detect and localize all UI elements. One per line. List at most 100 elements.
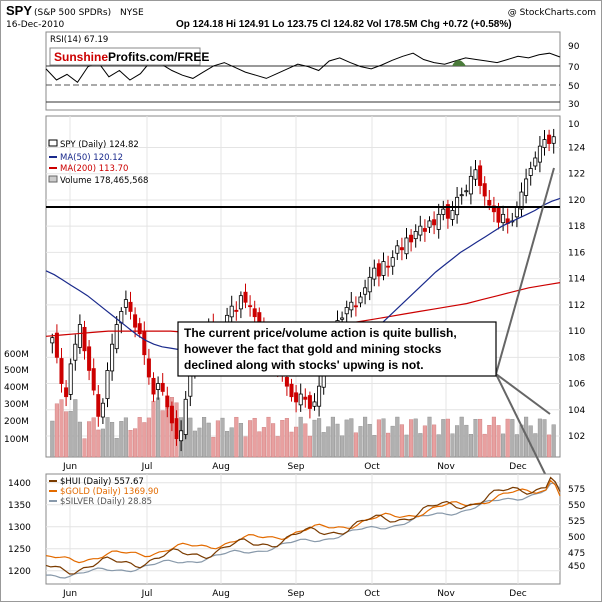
candle-body: [73, 343, 78, 361]
volume-bar: [77, 421, 82, 458]
silver-line: [45, 482, 561, 579]
volume-bar: [284, 418, 289, 458]
callout-pointer-metals: [495, 373, 553, 489]
candle-body: [487, 199, 492, 206]
candle-body: [363, 287, 368, 295]
volume-tick-label: 500M: [4, 366, 29, 376]
candle-body: [427, 220, 432, 228]
volume-bar: [340, 435, 345, 458]
month-axis-bottom: Jun Jul Aug Sep Oct Nov Dec: [62, 589, 527, 599]
volume-bar: [206, 422, 211, 458]
candle-body: [146, 358, 151, 378]
candle-body: [519, 191, 524, 210]
rsi-tick-label: 70: [568, 63, 580, 73]
candle-body: [87, 346, 92, 371]
candle-body: [404, 237, 409, 255]
candle-body: [464, 190, 469, 193]
rsi-overbought-fill: [452, 60, 466, 66]
ma200-legend: MA(200) 113.70: [60, 164, 128, 174]
volume-tick-label: 100M: [4, 435, 29, 445]
volume-bar: [358, 426, 363, 458]
candle-body: [496, 206, 501, 223]
rsi-legend: RSI(14) 67.19: [50, 35, 108, 45]
candle-body: [413, 231, 418, 240]
volume-bar: [436, 434, 441, 458]
month-label-top: Aug: [212, 462, 230, 472]
volume-bar: [128, 430, 133, 458]
volume-bar: [335, 423, 340, 458]
volume-bar: [82, 438, 87, 458]
candle-body: [82, 326, 87, 352]
candle-body: [142, 330, 147, 356]
brand-box: [49, 47, 201, 66]
volume-bar: [137, 417, 142, 458]
candle-body: [137, 323, 142, 335]
metals-right-tick-label: 550: [568, 501, 585, 511]
volume-bar: [478, 418, 483, 458]
volume-bar: [289, 431, 294, 458]
candle-body: [399, 247, 404, 251]
metals-right-tick-label: 500: [568, 533, 585, 543]
volume-bar: [298, 416, 303, 458]
volume-tick-label: 600M: [4, 350, 29, 360]
candle-body: [183, 398, 188, 435]
brand-sunshine: Sunshine: [54, 50, 108, 64]
rsi-line-group: [45, 52, 561, 84]
volume-bar: [91, 417, 96, 458]
price-tick-label: 124: [568, 143, 585, 153]
candle-body: [390, 257, 395, 267]
volume-tick-label: 400M: [4, 383, 29, 393]
volume-bar: [64, 411, 69, 458]
volume-bar: [261, 427, 266, 458]
volume-bar: [363, 416, 368, 458]
volume-bar: [68, 411, 73, 458]
candle-body: [91, 368, 96, 391]
volume-bar: [441, 419, 446, 458]
candle-body: [160, 382, 165, 392]
candle-body: [501, 213, 506, 224]
volume-bar: [422, 425, 427, 458]
volume-bar: [321, 432, 326, 458]
candle-body: [179, 430, 184, 442]
rsi-tick-label: 10: [568, 120, 580, 130]
candle-body: [169, 405, 174, 424]
candle-body: [551, 136, 556, 144]
volume-legend-swatch: [48, 175, 58, 183]
volume-bar: [96, 429, 101, 458]
price-tick-label: 112: [568, 301, 585, 311]
month-label-top: Jul: [141, 462, 153, 472]
candle-body: [422, 228, 427, 232]
candle-body: [381, 261, 386, 276]
volume-bar: [307, 435, 312, 458]
candle-body: [50, 337, 55, 344]
volume-bar: [234, 416, 239, 458]
volume-bar: [87, 421, 92, 458]
month-label-top: Nov: [437, 462, 455, 472]
metals-left-tick-label: 1350: [8, 501, 31, 511]
rsi-line: [45, 52, 561, 84]
metals-left-axis: 1400 1350 1300 1250 1200: [8, 479, 31, 577]
candle-body: [64, 387, 69, 398]
volume-bar: [123, 417, 128, 458]
volume-bar: [505, 418, 510, 458]
volume-bar: [275, 436, 280, 458]
symbol-title: SPY: [6, 3, 32, 18]
month-label-bottom: Jul: [141, 589, 153, 599]
candle-body: [54, 332, 59, 358]
volume-bar: [110, 422, 115, 458]
candle-body: [174, 418, 179, 440]
volume-bar: [192, 430, 197, 458]
volume-legend: Volume 178,465,568: [60, 176, 148, 186]
candle-body: [491, 205, 496, 213]
month-label-bottom: Aug: [212, 589, 230, 599]
rsi-tick-label: 90: [568, 42, 580, 52]
candle-body: [372, 267, 377, 280]
candle-body: [528, 168, 533, 176]
volume-bar: [142, 422, 147, 458]
candle-body: [533, 157, 538, 167]
annotation-box: [177, 321, 497, 377]
price-tick-label: 114: [568, 275, 585, 285]
candle-body: [441, 208, 446, 215]
candle-body: [473, 169, 478, 180]
volume-bar: [59, 399, 64, 458]
